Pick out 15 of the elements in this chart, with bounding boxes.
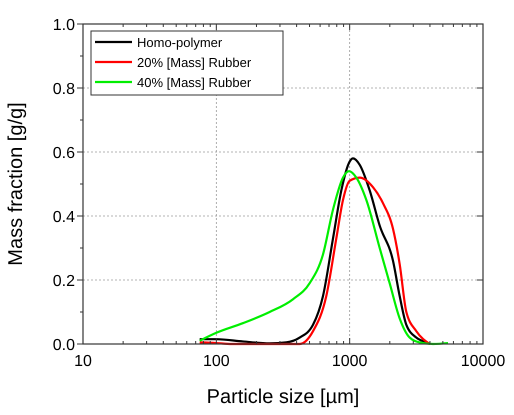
legend-label: 20% [Mass] Rubber <box>137 55 252 70</box>
y-tick-label: 0.6 <box>52 145 76 162</box>
y-axis-title: Mass fraction [g/g] <box>5 102 27 266</box>
x-tick-label: 10 <box>74 353 92 370</box>
y-tick-label: 1.0 <box>52 17 76 34</box>
x-axis-title: Particle size [µm] <box>206 386 360 408</box>
y-tick-label: 0.4 <box>52 209 76 226</box>
y-tick-label: 0.0 <box>52 337 76 354</box>
x-tick-label: 1000 <box>332 353 368 370</box>
x-tick-label: 100 <box>202 353 230 370</box>
legend-label: Homo-polymer <box>137 35 223 50</box>
x-tick-label: 10000 <box>460 353 506 370</box>
legend-label: 40% [Mass] Rubber <box>137 75 252 90</box>
y-tick-label: 0.2 <box>52 273 76 290</box>
y-tick-label: 0.8 <box>52 81 76 98</box>
